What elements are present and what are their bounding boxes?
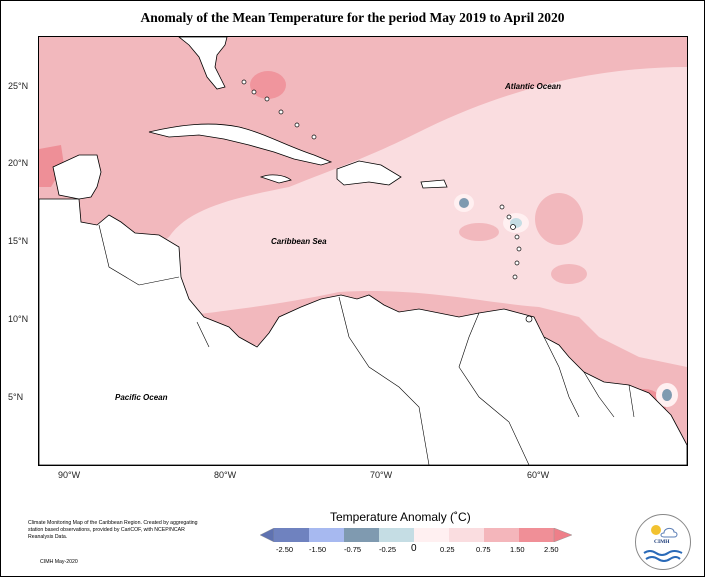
lon-label-60w: 60°W: [527, 470, 550, 480]
colorbar-segment-8: [519, 528, 554, 542]
colorbar-segment-7: [484, 528, 519, 542]
colorbar-tick-1: -2.50: [276, 545, 294, 554]
anomaly-hotspot-yucatan: [39, 145, 64, 187]
anomaly-zone-antilles: [535, 193, 583, 245]
lat-label-20n: 20°N: [8, 158, 29, 168]
colorbar-segment-5: [414, 528, 449, 542]
land-central-south-america: [39, 198, 687, 465]
country-borders: [98, 224, 635, 465]
land-cuba: [148, 123, 333, 166]
lon-label-80w: 80°W: [214, 470, 237, 480]
map-canvas: [39, 37, 687, 465]
label-atlantic-ocean: Atlantic Ocean: [505, 82, 562, 91]
colorbar-tick-2: -1.50: [309, 545, 327, 554]
colorbar-tick-4: -0.25: [379, 545, 397, 554]
colorbar-tick-8: 1.50: [510, 545, 525, 554]
land-lesser-antilles: [499, 204, 533, 323]
cimh-logo-graphic: [643, 525, 683, 562]
label-caribbean-sea: Caribbean Sea: [271, 237, 327, 246]
colorbar-arrow-low: [260, 528, 275, 542]
map-title: Anomaly of the Mean Temperature for the …: [140, 10, 565, 25]
lat-label-5n: 5°N: [8, 392, 24, 402]
colorbar-tick-9: 2.50: [544, 545, 559, 554]
land-hispaniola: [336, 160, 402, 186]
anomaly-zone-virgin-islands: [459, 223, 499, 241]
anomaly-zone-north: [39, 37, 687, 252]
colorbar-segment-3: [344, 528, 379, 542]
colorbar-segment-6: [449, 528, 484, 542]
colorbar-segment-1: [274, 528, 309, 542]
cloud-icon: [660, 527, 678, 538]
land-jamaica: [259, 174, 292, 184]
anomaly-zone-antilles-south: [551, 264, 587, 284]
label-pacific-ocean: Pacific Ocean: [115, 393, 168, 402]
logo-text: CIMH: [654, 539, 670, 545]
lat-label-25n: 25°N: [8, 81, 29, 91]
colorbar-tick-6: 0.25: [440, 545, 455, 554]
colorbar: [260, 528, 572, 542]
colorbar-tick-7: 0.75: [476, 545, 491, 554]
lat-label-10n: 10°N: [8, 314, 29, 324]
cimh-logo: [635, 514, 691, 570]
anomaly-cool-spot-2: [459, 198, 469, 208]
sun-icon: [651, 525, 661, 535]
anomaly-cool-spot-3: [662, 389, 672, 401]
lon-label-90w: 90°W: [58, 470, 81, 480]
colorbar-tick-3: -0.75: [344, 545, 362, 554]
credit-date: CIMH May-2020: [40, 559, 78, 565]
lat-label-15n: 15°N: [8, 236, 29, 246]
land-florida: [178, 37, 228, 90]
land-puerto-rico: [420, 179, 448, 189]
anomaly-hotspot-bahamas: [250, 71, 286, 99]
colorbar-segment-2: [309, 528, 344, 542]
colorbar-tick-5: 0: [411, 543, 417, 554]
lon-label-70w: 70°W: [370, 470, 393, 480]
land-bahamas: [241, 79, 317, 140]
land-yucatan: [52, 154, 102, 200]
colorbar-title: Temperature Anomaly (˚C): [330, 510, 471, 524]
colorbar-arrow-high: [553, 528, 572, 542]
wave-icon: [643, 550, 683, 556]
map-panel: [38, 36, 688, 466]
wave-icon-2: [645, 556, 681, 562]
credit-text: Climate Monitoring Map of the Caribbean …: [28, 520, 198, 540]
colorbar-segment-4: [379, 528, 414, 542]
